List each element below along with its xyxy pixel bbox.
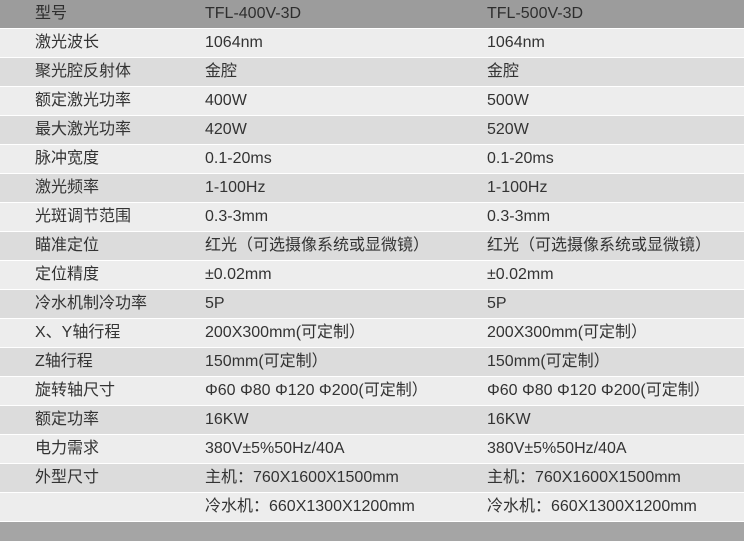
table-row: 瞄准定位 红光（可选摄像系统或显微镜） 红光（可选摄像系统或显微镜） — [0, 232, 744, 261]
table-row: 定位精度 ±0.02mm ±0.02mm — [0, 261, 744, 290]
spec-label: 瞄准定位 — [35, 237, 100, 254]
spec-value-col2: 520W — [487, 121, 529, 138]
spec-value-col2: 150mm(可定制） — [487, 353, 610, 370]
footer-bar — [0, 522, 744, 541]
table-row: 聚光腔反射体 金腔 金腔 — [0, 58, 744, 87]
spec-value-col2: 金腔 — [487, 63, 520, 80]
spec-value-col1: 1064nm — [205, 34, 263, 51]
spec-label: 额定功率 — [35, 411, 100, 428]
spec-value-col1: 冷水机：660X1300X1200mm — [205, 498, 415, 515]
table-row: 脉冲宽度 0.1-20ms 0.1-20ms — [0, 145, 744, 174]
header-model-1: TFL-400V-3D — [205, 5, 302, 22]
table-row: 冷水机：660X1300X1200mm 冷水机：660X1300X1200mm — [0, 493, 744, 522]
spec-label: 冷水机制冷功率 — [35, 295, 148, 312]
spec-value-col2: 红光（可选摄像系统或显微镜） — [487, 237, 712, 254]
spec-value-col1: Φ60 Φ80 Φ120 Φ200(可定制） — [205, 382, 428, 399]
table-row: 额定功率 16KW 16KW — [0, 406, 744, 435]
spec-label: 外型尺寸 — [35, 469, 100, 486]
spec-value-col2: 5P — [487, 295, 507, 312]
spec-value-col1: ±0.02mm — [205, 266, 272, 283]
table-row: 激光频率 1-100Hz 1-100Hz — [0, 174, 744, 203]
spec-value-col1: 5P — [205, 295, 225, 312]
spec-value-col1: 200X300mm(可定制） — [205, 324, 366, 341]
spec-value-col1: 400W — [205, 92, 247, 109]
spec-value-col1: 主机：760X1600X1500mm — [205, 469, 399, 486]
spec-value-col2: ±0.02mm — [487, 266, 554, 283]
spec-value-col1: 金腔 — [205, 63, 238, 80]
header-model-2: TFL-500V-3D — [487, 5, 584, 22]
spec-label: X、Y轴行程 — [35, 324, 121, 341]
table-row: Z轴行程 150mm(可定制） 150mm(可定制） — [0, 348, 744, 377]
spec-label: 激光频率 — [35, 179, 100, 196]
spec-value-col1: 150mm(可定制） — [205, 353, 328, 370]
spec-label: 脉冲宽度 — [35, 150, 100, 167]
spec-value-col2: 主机：760X1600X1500mm — [487, 469, 681, 486]
spec-value-col1: 0.1-20ms — [205, 150, 272, 167]
table-row: 旋转轴尺寸 Φ60 Φ80 Φ120 Φ200(可定制） Φ60 Φ80 Φ12… — [0, 377, 744, 406]
spec-label: 电力需求 — [35, 440, 100, 457]
table-row: 光斑调节范围 0.3-3mm 0.3-3mm — [0, 203, 744, 232]
spec-label: 聚光腔反射体 — [35, 63, 132, 80]
spec-value-col2: 冷水机：660X1300X1200mm — [487, 498, 697, 515]
spec-value-col2: 0.3-3mm — [487, 208, 551, 225]
spec-label: 额定激光功率 — [35, 92, 132, 109]
spec-value-col1: 0.3-3mm — [205, 208, 269, 225]
spec-value-col1: 380V±5%50Hz/40A — [205, 440, 345, 457]
spec-label — [0, 493, 205, 521]
spec-value-col1: 16KW — [205, 411, 249, 428]
header-model-label: 型号 — [35, 5, 68, 22]
table-row: 外型尺寸 主机：760X1600X1500mm 主机：760X1600X1500… — [0, 464, 744, 493]
spec-value-col2: 16KW — [487, 411, 531, 428]
spec-value-col2: 500W — [487, 92, 529, 109]
spec-label: 定位精度 — [35, 266, 100, 283]
spec-value-col1: 红光（可选摄像系统或显微镜） — [205, 237, 430, 254]
spec-value-col2: 1064nm — [487, 34, 545, 51]
table-row: 额定激光功率 400W 500W — [0, 87, 744, 116]
spec-value-col2: 200X300mm(可定制） — [487, 324, 648, 341]
table-row: 冷水机制冷功率 5P 5P — [0, 290, 744, 319]
spec-label: 光斑调节范围 — [35, 208, 132, 225]
spec-value-col2: 0.1-20ms — [487, 150, 554, 167]
spec-value-col2: 1-100Hz — [487, 179, 548, 196]
spec-label: 激光波长 — [35, 34, 100, 51]
spec-label: 旋转轴尺寸 — [35, 382, 116, 399]
spec-label: Z轴行程 — [35, 353, 93, 370]
table-row: 电力需求 380V±5%50Hz/40A 380V±5%50Hz/40A — [0, 435, 744, 464]
spec-value-col1: 1-100Hz — [205, 179, 266, 196]
spec-value-col2: 380V±5%50Hz/40A — [487, 440, 627, 457]
table-row: 最大激光功率 420W 520W — [0, 116, 744, 145]
table-header-row: 型号 TFL-400V-3D TFL-500V-3D — [0, 0, 744, 29]
spec-label: 最大激光功率 — [35, 121, 132, 138]
table-row: X、Y轴行程 200X300mm(可定制） 200X300mm(可定制） — [0, 319, 744, 348]
table-row: 激光波长 1064nm 1064nm — [0, 29, 744, 58]
spec-value-col2: Φ60 Φ80 Φ120 Φ200(可定制） — [487, 382, 710, 399]
spec-value-col1: 420W — [205, 121, 247, 138]
